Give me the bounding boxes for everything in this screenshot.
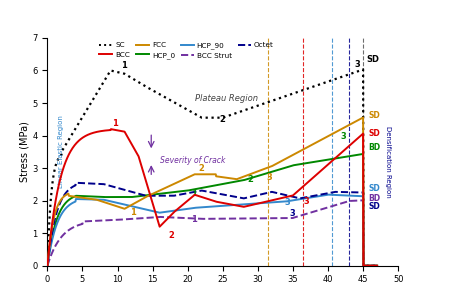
Text: 3: 3 <box>341 132 346 141</box>
Text: SD: SD <box>369 129 381 138</box>
Text: Linear Elastic Region: Linear Elastic Region <box>58 115 64 188</box>
Text: 1: 1 <box>121 61 127 70</box>
Text: SD: SD <box>369 184 381 193</box>
Text: 3: 3 <box>355 60 360 69</box>
Text: 3: 3 <box>303 197 309 206</box>
Text: Densification Region: Densification Region <box>384 126 391 197</box>
Text: 3: 3 <box>290 209 295 218</box>
Text: 1: 1 <box>130 208 136 217</box>
Y-axis label: Stress (MPa): Stress (MPa) <box>19 121 29 182</box>
Text: 3: 3 <box>266 173 272 182</box>
Text: 2: 2 <box>168 231 174 240</box>
Text: 2: 2 <box>198 164 204 173</box>
Text: 2: 2 <box>247 175 253 184</box>
Text: Severity of Crack: Severity of Crack <box>160 156 225 165</box>
Text: SD: SD <box>369 111 381 120</box>
Text: SD: SD <box>366 55 380 64</box>
Legend: SC, BCC, FCC, HCP_0, HCP_90, BCC Strut, Octet: SC, BCC, FCC, HCP_0, HCP_90, BCC Strut, … <box>97 39 276 62</box>
Text: 1: 1 <box>191 189 197 198</box>
Text: BD: BD <box>369 194 381 203</box>
Text: 1: 1 <box>112 119 118 128</box>
Text: 1: 1 <box>191 215 197 224</box>
Text: BD: BD <box>369 143 381 152</box>
Text: 3: 3 <box>284 198 290 206</box>
Text: Plateau Region: Plateau Region <box>195 94 258 103</box>
Text: SD: SD <box>369 202 381 211</box>
Text: 2: 2 <box>219 115 225 124</box>
